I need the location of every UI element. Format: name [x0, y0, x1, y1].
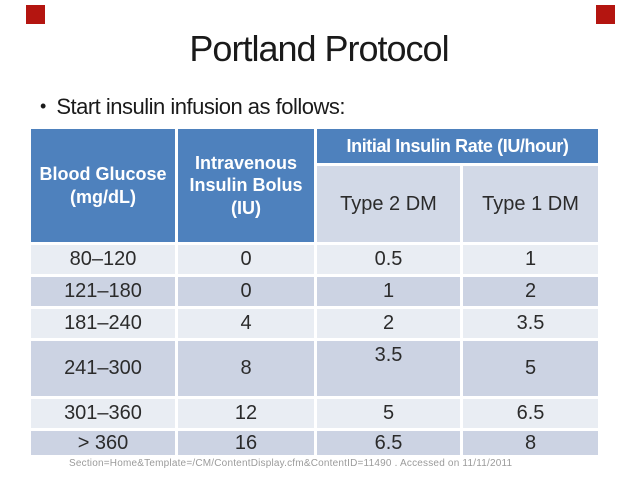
bullet-line: • Start insulin infusion as follows:: [40, 94, 346, 120]
table-row: 80–120 0 0.5 1: [31, 245, 599, 274]
cell-type1-rate: 3.5: [463, 309, 599, 338]
cell-type1-rate: 1: [463, 245, 599, 274]
cell-type2-rate: 0.5: [317, 245, 460, 274]
bullet-icon: •: [40, 96, 47, 116]
cell-type2-rate: 5: [317, 399, 460, 428]
cell-blood-glucose: 181–240: [31, 309, 175, 338]
table-body: 80–120 0 0.5 1 121–180 0 1 2 181–240 4 2 3.5 241–300…: [31, 245, 599, 455]
cell-type2-rate: 6.5: [317, 431, 460, 455]
cell-iv-bolus: 12: [178, 399, 314, 428]
cell-iv-bolus: 4: [178, 309, 314, 338]
table-header-sub-row: Type 2 DM Type 1 DM: [31, 166, 599, 242]
cell-blood-glucose: 241–300: [31, 341, 175, 396]
cell-iv-bolus: 16: [178, 431, 314, 455]
table-header-group-row: Blood Glucose (mg/dL) Intravenous Insuli…: [31, 129, 599, 242]
col-header-iv-bolus: Intravenous Insulin Bolus (IU): [178, 129, 314, 242]
cell-type1-rate: 2: [463, 277, 599, 306]
cell-iv-bolus: 8: [178, 341, 314, 396]
col-header-initial-rate-group: Initial Insulin Rate (IU/hour): [317, 129, 599, 163]
table-row: 241–300 8 3.5 5: [31, 341, 599, 396]
bullet-text: Start insulin infusion as follows:: [56, 94, 346, 119]
cell-type1-rate: 8: [463, 431, 599, 455]
corner-marker-right: [596, 5, 615, 24]
cell-blood-glucose: 121–180: [31, 277, 175, 306]
cell-type1-rate: 6.5: [463, 399, 599, 428]
cell-type2-rate: 3.5: [317, 341, 460, 396]
cell-blood-glucose: 80–120: [31, 245, 175, 274]
col-header-type1-dm: Type 1 DM: [463, 166, 599, 242]
cell-type1-rate: 5: [463, 341, 599, 396]
cell-type2-rate: 1: [317, 277, 460, 306]
cell-iv-bolus: 0: [178, 277, 314, 306]
col-header-type2-dm: Type 2 DM: [317, 166, 460, 242]
col-header-blood-glucose: Blood Glucose (mg/dL): [31, 129, 175, 242]
cell-blood-glucose: > 360: [31, 431, 175, 455]
cell-iv-bolus: 0: [178, 245, 314, 274]
insulin-protocol-table: Blood Glucose (mg/dL) Intravenous Insuli…: [28, 126, 601, 458]
table-header: Blood Glucose (mg/dL) Intravenous Insuli…: [31, 129, 599, 242]
table-row: 181–240 4 2 3.5: [31, 309, 599, 338]
table-row: 121–180 0 1 2: [31, 277, 599, 306]
cell-blood-glucose: 301–360: [31, 399, 175, 428]
cell-type2-rate: 2: [317, 309, 460, 338]
page-title: Portland Protocol: [189, 28, 449, 69]
corner-marker-left: [26, 5, 45, 24]
table-row: > 360 16 6.5 8: [31, 431, 599, 455]
table-row: 301–360 12 5 6.5: [31, 399, 599, 428]
source-citation: Section=Home&Template=/CM/ContentDisplay…: [69, 458, 513, 469]
